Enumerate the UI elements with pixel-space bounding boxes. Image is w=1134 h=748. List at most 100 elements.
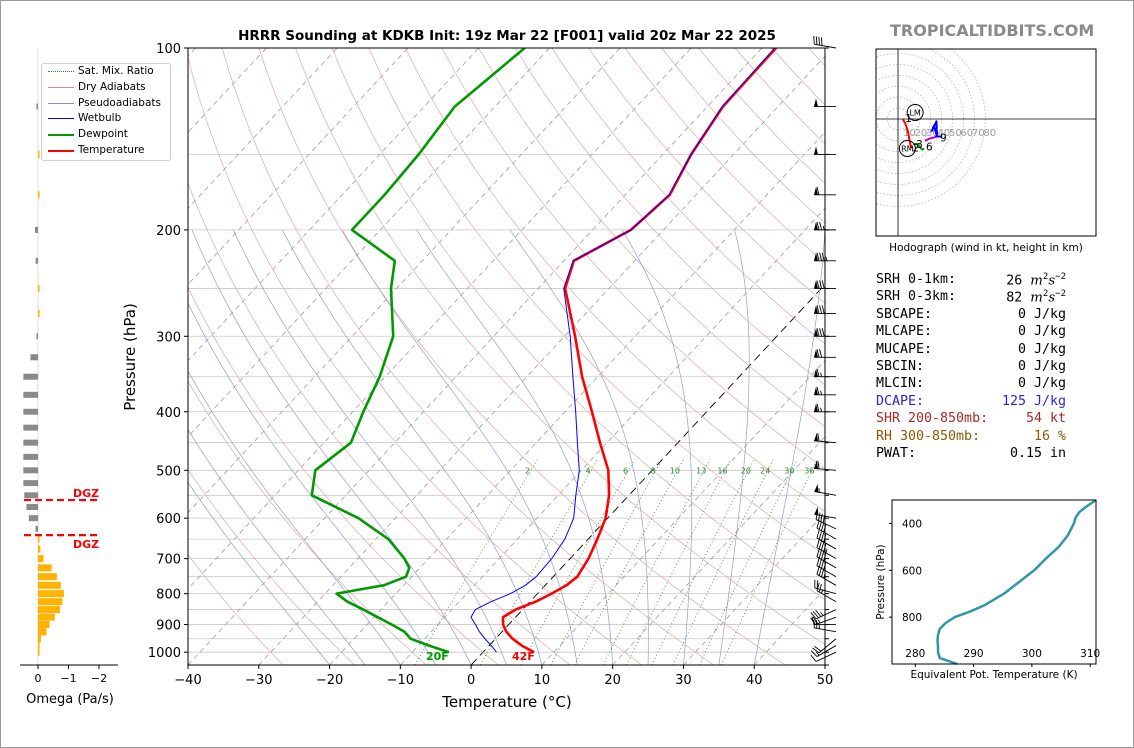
mixing-ratio-label: 6 <box>623 467 628 476</box>
hodograph-ring-label: 30 <box>926 128 939 139</box>
omega-bar <box>36 103 38 110</box>
isotherm-line <box>188 48 692 590</box>
omega-bar <box>23 480 38 487</box>
mixing-ratio-line <box>414 459 538 665</box>
hodograph-ring-label: 20 <box>915 128 928 139</box>
legend-swatch <box>48 149 74 152</box>
y-tick-label: 1000 <box>148 646 181 661</box>
dry-adiabat <box>295 48 825 645</box>
y-tick-label: 100 <box>156 42 181 57</box>
chart-title: HRRR Sounding at KDKB Init: 19z Mar 22 [… <box>238 28 776 44</box>
wind-barb <box>814 432 837 444</box>
wind-barb <box>816 557 837 578</box>
hodograph-ring-label: 60 <box>960 128 973 139</box>
dgz-label-top: DGZ <box>73 487 99 500</box>
omega-bar <box>38 606 60 614</box>
omega-bar <box>38 564 52 572</box>
stat-value: 0 J/kg <box>1017 341 1066 357</box>
x-tick-label: 40 <box>746 673 763 688</box>
omega-bar <box>23 408 38 415</box>
storm-motion-label-lm: LM <box>909 108 920 117</box>
legend-item-temperature: Temperature <box>42 143 170 159</box>
mixing-ratio-line <box>479 459 598 665</box>
hodograph-height-label: 9 <box>940 133 947 145</box>
theta-e-y-tick-label: 600 <box>902 565 922 577</box>
isotherm-line <box>470 283 825 665</box>
mixing-ratio-line <box>602 459 711 665</box>
dry-adiabat <box>551 48 825 345</box>
isotherm-line <box>188 48 550 438</box>
hodograph-segment <box>924 135 938 142</box>
mixing-ratio-line <box>699 459 798 665</box>
x-tick-label: 20 <box>604 673 621 688</box>
theta-e-x-tick-label: 310 <box>1080 648 1100 660</box>
wind-barb <box>814 252 836 262</box>
wind-barb <box>812 638 837 654</box>
x-tick-label: −10 <box>387 673 414 688</box>
stat-dcape: DCAPE: 125 J/kg <box>876 394 1086 411</box>
omega-bar <box>23 453 38 460</box>
omega-bar <box>38 628 47 636</box>
mixing-ratio-label: 24 <box>760 467 770 476</box>
y-tick-label: 800 <box>156 588 181 603</box>
omega-bar <box>38 581 61 589</box>
wind-barb <box>814 403 836 413</box>
theta-e-x-tick-label: 300 <box>1022 648 1042 660</box>
y-tick-label: 500 <box>156 464 181 479</box>
y-tick-label: 200 <box>156 224 181 239</box>
dry-adiabat <box>188 554 284 665</box>
mixing-ratio-label: 20 <box>741 467 751 476</box>
mixing-ratio-label: 10 <box>670 467 680 476</box>
y-tick-label: 700 <box>156 553 181 568</box>
hodograph-height-label: 6 <box>926 141 933 153</box>
x-tick-label: −40 <box>174 673 201 688</box>
omega-bar <box>38 545 41 553</box>
omega-bar <box>38 191 40 199</box>
mixing-ratio-label: 36 <box>804 467 814 476</box>
stat-srh-0-3km: SRH 0-3km: 82 m2s−2 <box>876 289 1086 306</box>
x-axis-label: Temperature (°C) <box>441 693 571 711</box>
mixing-ratio-line <box>520 459 635 665</box>
theta-e-ylabel: Pressure (hPa) <box>875 544 887 619</box>
hodograph-frame <box>875 48 1097 237</box>
legend-swatch <box>48 86 74 88</box>
x-tick-label: 0 <box>467 673 475 688</box>
stat-rh-300-850: RH 300-850mb: 16 % <box>876 429 1086 446</box>
stat-label: PWAT: <box>876 445 917 461</box>
wind-barb <box>810 609 837 620</box>
legend-swatch <box>48 102 74 104</box>
wind-barb <box>814 146 836 155</box>
omega-bar <box>35 257 38 264</box>
pseudoadiabat <box>232 229 507 665</box>
stat-srh-0-1km: SRH 0-1km: 26 m2s−2 <box>876 272 1086 289</box>
pseudoadiabat <box>188 481 330 665</box>
stat-value: 54 kt <box>1025 411 1066 427</box>
omega-bar <box>23 391 38 398</box>
omega-tick-label: −1 <box>60 672 76 685</box>
y-tick-label: 900 <box>156 619 181 634</box>
wind-barb <box>815 511 837 530</box>
y-tick-label: 600 <box>156 512 181 527</box>
hodograph-ring-label: 10 <box>903 128 916 139</box>
stat-label: SRH 0-3km: <box>876 289 957 305</box>
legend-swatch <box>48 118 74 120</box>
dgz-label-bottom: DGZ <box>73 538 99 551</box>
omega-bar <box>23 439 38 446</box>
dry-adiabat <box>221 48 714 665</box>
pseudoadiabat <box>753 229 825 665</box>
legend-swatch <box>48 71 74 72</box>
omega-bar <box>38 284 40 292</box>
stat-mlcape: MLCAPE: 0 J/kg <box>876 324 1086 341</box>
pseudoadiabat <box>718 229 750 665</box>
legend-item-dry-adiabats: Dry Adiabats <box>42 80 170 96</box>
isotherm-line <box>258 55 825 665</box>
x-tick-label: −20 <box>316 673 343 688</box>
sounding-parameters: SRH 0-1km: 26 m2s−2 SRH 0-3km: 82 m2s−2 … <box>876 272 1086 463</box>
mixing-ratio-label: 2 <box>525 467 530 476</box>
omega-bar <box>38 642 40 650</box>
pseudoadiabat <box>188 428 366 665</box>
mixing-ratio-label: 8 <box>650 467 655 476</box>
y-axis-label: Pressure (hPa) <box>121 303 139 411</box>
legend-item-pseudoadiabats: Pseudoadiabats <box>42 96 170 112</box>
wind-barb <box>810 645 837 657</box>
